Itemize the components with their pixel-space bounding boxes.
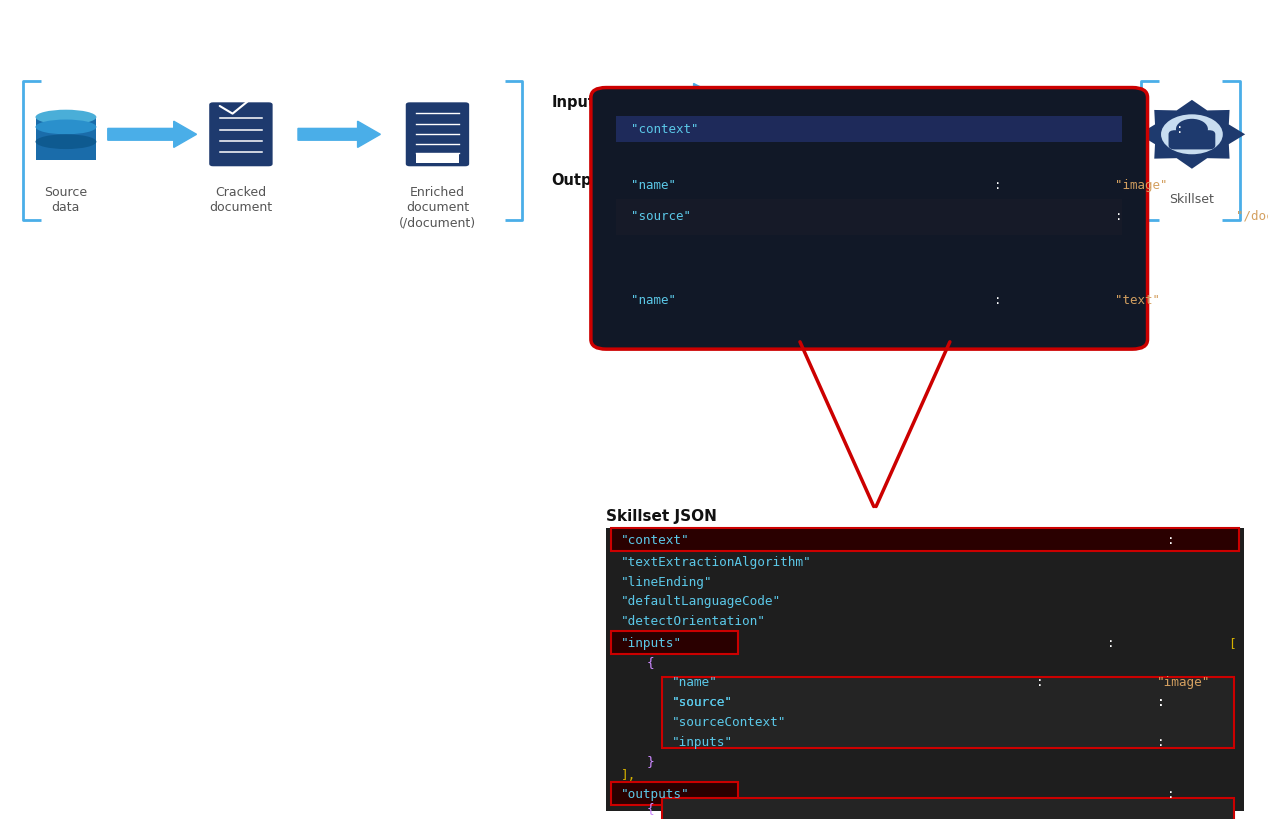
Text: "source": "source" — [672, 695, 733, 708]
Text: }: } — [647, 754, 654, 767]
Text: "source": "source" — [672, 695, 733, 708]
Text: {: { — [647, 656, 654, 668]
Bar — [616, 200, 1122, 236]
Text: :: : — [1116, 210, 1130, 223]
Bar — [416, 155, 459, 164]
Polygon shape — [621, 84, 729, 120]
Text: :: : — [1107, 636, 1122, 649]
Text: "inputs": "inputs" — [621, 636, 682, 649]
Circle shape — [1161, 115, 1222, 155]
Text: :: : — [1158, 695, 1173, 708]
Text: "image": "image" — [1158, 676, 1211, 689]
Text: {: { — [647, 802, 654, 814]
Bar — [611, 631, 738, 654]
Text: "name": "name" — [631, 293, 676, 306]
FancyBboxPatch shape — [1169, 131, 1215, 150]
Text: [: [ — [1227, 636, 1235, 649]
Bar — [662, 676, 1234, 748]
Text: :: : — [1158, 695, 1173, 708]
Text: Enriched
document
(/document): Enriched document (/document) — [399, 186, 476, 229]
Text: "context": "context" — [621, 534, 690, 546]
Text: "/document/normalized_images/": "/document/normalized_images/" — [1236, 210, 1268, 223]
Text: :: : — [994, 293, 1009, 306]
FancyBboxPatch shape — [209, 103, 273, 167]
Text: "inputs": "inputs" — [672, 735, 733, 748]
Text: "context": "context" — [631, 123, 699, 136]
Text: "name": "name" — [631, 179, 676, 192]
Text: Skillset JSON: Skillset JSON — [606, 509, 716, 523]
Polygon shape — [621, 162, 729, 198]
Text: "outputs": "outputs" — [621, 787, 690, 800]
Text: "lineEnding": "lineEnding" — [621, 575, 713, 588]
Text: "source": "source" — [631, 210, 691, 223]
Text: "text": "text" — [1116, 293, 1160, 306]
Text: :: : — [1168, 787, 1183, 800]
Text: "name": "name" — [672, 676, 718, 689]
Text: "textExtractionAlgorithm": "textExtractionAlgorithm" — [621, 555, 812, 568]
Bar — [611, 782, 738, 805]
Text: :: : — [994, 179, 1009, 192]
Ellipse shape — [36, 135, 96, 150]
Text: "image": "image" — [1116, 179, 1168, 192]
Text: Source
data: Source data — [44, 186, 87, 214]
Bar — [611, 528, 1239, 551]
Bar — [36, 118, 96, 161]
FancyBboxPatch shape — [406, 103, 469, 167]
Text: :: : — [1168, 534, 1183, 546]
Bar — [616, 287, 853, 313]
Text: Cracked
document: Cracked document — [209, 186, 273, 214]
Text: Input: Input — [552, 95, 596, 110]
Text: :: : — [1175, 123, 1191, 136]
Text: Output.: Output. — [552, 173, 615, 188]
Polygon shape — [1139, 101, 1245, 170]
Polygon shape — [108, 122, 197, 148]
Bar — [616, 116, 1122, 143]
Text: :: : — [1036, 676, 1051, 689]
Bar — [606, 528, 1244, 811]
Bar — [662, 799, 1234, 819]
Text: ],: ], — [621, 768, 637, 781]
Text: "detectOrientation": "detectOrientation" — [621, 614, 766, 627]
Text: Skillset: Skillset — [1169, 192, 1215, 206]
Ellipse shape — [36, 111, 96, 125]
Text: "defaultLanguageCode": "defaultLanguageCode" — [621, 595, 781, 608]
FancyBboxPatch shape — [591, 88, 1148, 350]
Ellipse shape — [36, 120, 96, 135]
Text: :: : — [1158, 735, 1173, 748]
Circle shape — [1175, 120, 1208, 140]
Polygon shape — [298, 122, 380, 148]
Text: "sourceContext": "sourceContext" — [672, 715, 786, 728]
